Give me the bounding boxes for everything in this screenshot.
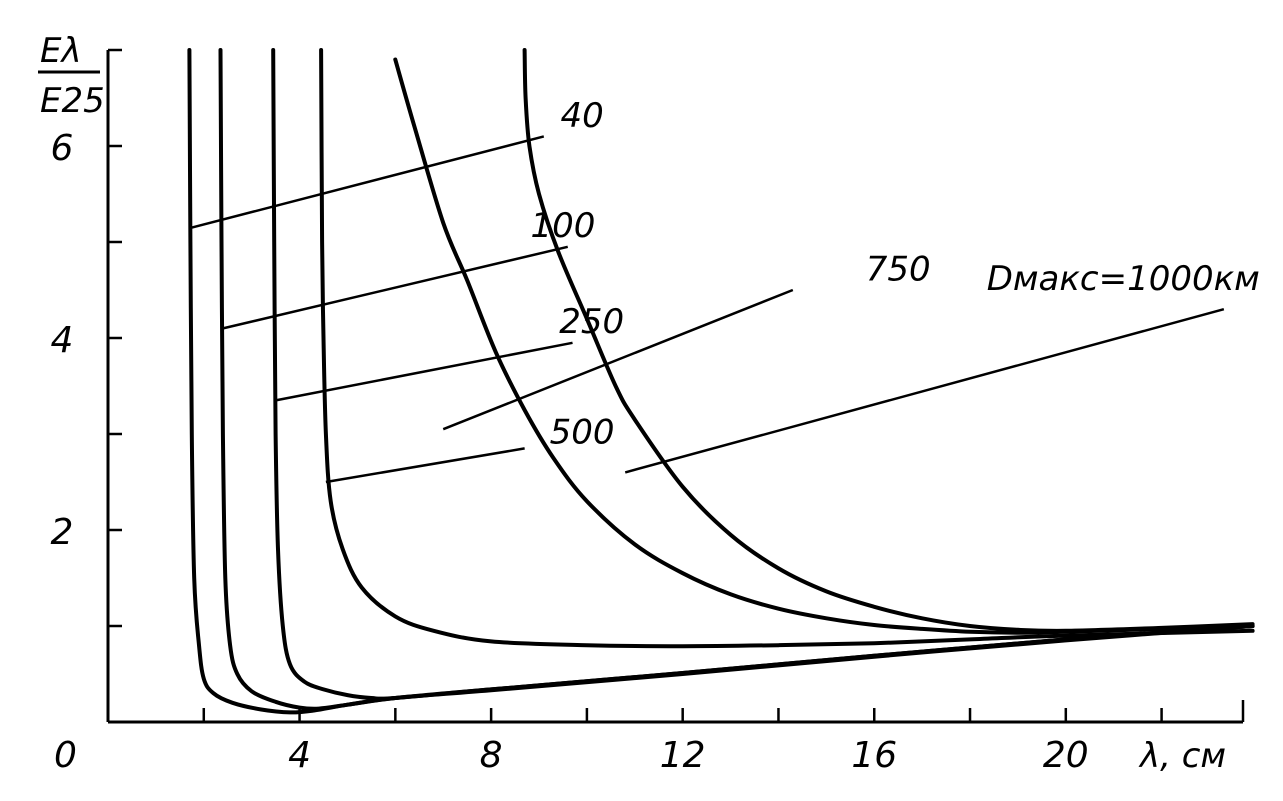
curve-750: [393, 57, 1255, 635]
y-tick-label-2: 2: [51, 512, 74, 553]
leader-lines: [191, 135, 1225, 484]
y-axis-label-numerator: Eλ: [40, 31, 82, 71]
curve-label-40: 40: [560, 96, 603, 136]
leader-line-5: [624, 307, 1225, 474]
labels: 40 100 250 500 750 Dмакс=1000км: [531, 96, 1260, 453]
leader-line-0: [191, 135, 545, 229]
leader-line-4: [442, 288, 794, 431]
x-tick-label-12: 12: [660, 735, 706, 776]
leader-line-1: [222, 245, 569, 330]
y-axis-label-denominator: E25: [40, 81, 105, 121]
x-tick-label-4: 4: [288, 735, 311, 776]
y-tick-label-6: 6: [51, 128, 74, 169]
curve-label-1000: Dмакс=1000км: [987, 259, 1260, 299]
x-tick-label-16: 16: [851, 735, 897, 776]
curve-label-250: 250: [559, 302, 624, 342]
x-axis-label: λ, см: [1138, 736, 1226, 776]
curves: [187, 48, 1255, 715]
curve-label-500: 500: [550, 413, 615, 453]
x-tick-label-20: 20: [1043, 735, 1089, 776]
curve-100: [218, 48, 1255, 711]
curve-label-100: 100: [531, 206, 596, 246]
leader-line-2: [275, 341, 573, 402]
curve-label-750: 750: [866, 249, 931, 289]
curve-250: [271, 48, 1255, 701]
y-tick-label-4: 4: [51, 320, 74, 361]
x-tick-label-8: 8: [480, 735, 503, 776]
curve-40: [187, 48, 1255, 715]
origin-label: 0: [54, 735, 77, 776]
curve-500: [319, 48, 1255, 649]
leader-line-3: [325, 447, 525, 484]
curve-1000: [522, 48, 1255, 633]
